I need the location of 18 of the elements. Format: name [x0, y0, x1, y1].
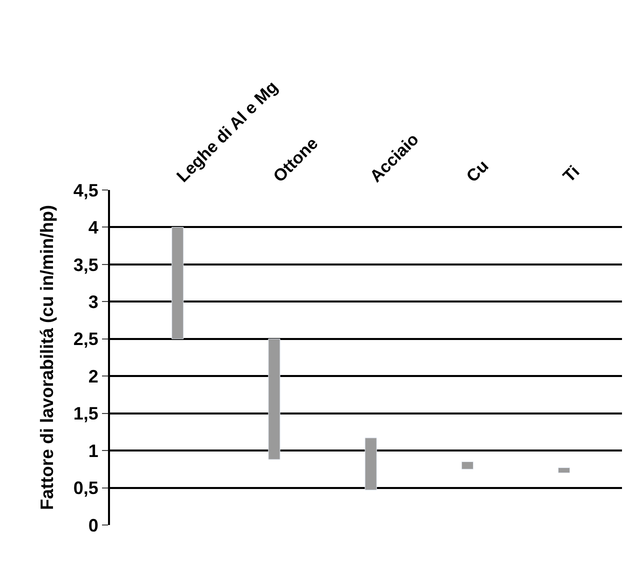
bar	[268, 338, 280, 460]
y-tick-label: 0,5	[73, 478, 98, 498]
y-tick-label: 4,5	[73, 180, 98, 200]
y-tick-label: 3	[88, 292, 98, 312]
y-tick-label: 4	[88, 218, 98, 238]
bar	[172, 226, 184, 340]
bar	[364, 438, 377, 490]
y-tick-label: 2	[88, 366, 98, 386]
y-tick-label: 1,5	[73, 404, 98, 424]
y-tick-label: 3,5	[73, 254, 98, 275]
y-tick-label: 1	[88, 440, 98, 461]
bar	[461, 461, 474, 470]
bar	[558, 467, 570, 474]
x-tick-label: Cu	[462, 156, 492, 186]
y-tick-label: 0	[88, 515, 98, 536]
y-tick-label: 2,5	[73, 329, 98, 350]
x-tick-label: Ti	[559, 162, 584, 186]
y-axis-title: Fattore di lavorabilitá (cu in/min/hp)	[37, 204, 58, 510]
